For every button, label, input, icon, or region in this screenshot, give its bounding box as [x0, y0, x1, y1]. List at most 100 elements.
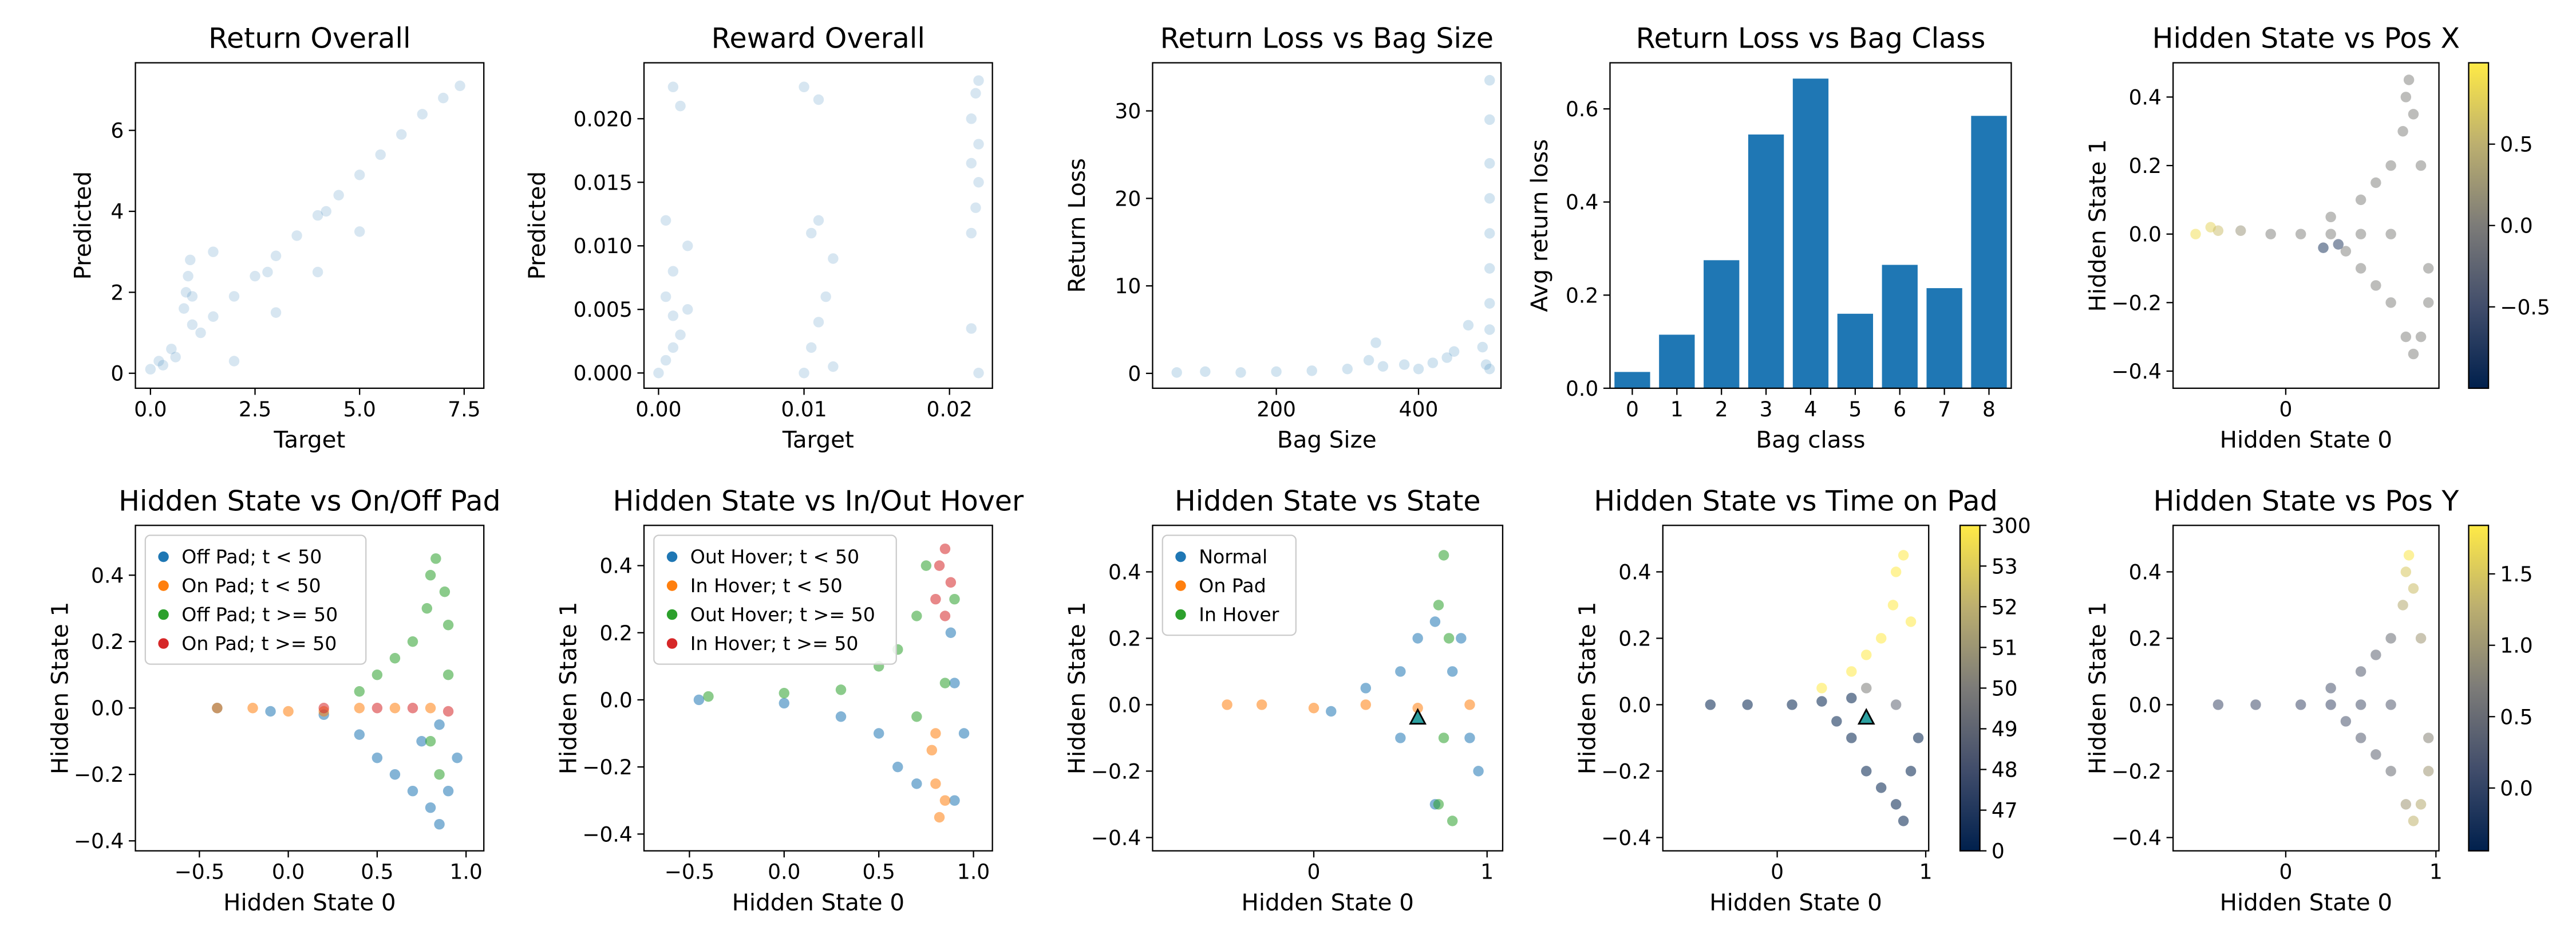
legend-swatch: [666, 551, 678, 562]
point: [372, 670, 383, 680]
y-tick-label: 0.2: [91, 630, 124, 654]
subplot-title: Hidden State vs Time on Pad: [1594, 484, 1998, 517]
y-tick-label: 0.6: [1566, 97, 1598, 121]
axes-frame: [643, 525, 993, 852]
point: [1235, 367, 1246, 378]
point: [945, 627, 957, 639]
y-tick-label: 20: [1115, 187, 1141, 211]
y-tick-label: 0: [1128, 362, 1141, 386]
point: [208, 311, 219, 322]
x-axis-label: Hidden State 0: [223, 889, 396, 916]
legend-swatch: [1175, 551, 1186, 562]
y-tick-label: 0.0: [1618, 693, 1651, 717]
point: [2408, 348, 2419, 360]
x-tick-label: 200: [1257, 397, 1296, 422]
y-tick-label: 0.4: [2129, 85, 2162, 109]
point: [1861, 766, 1872, 777]
point: [653, 368, 664, 379]
x-axis-label: Target: [273, 427, 345, 454]
marker: [1857, 708, 1875, 725]
point: [2355, 194, 2366, 206]
point: [375, 149, 386, 160]
point: [1473, 766, 1484, 777]
subplot-title: Return Overall: [208, 22, 410, 55]
point: [425, 802, 436, 813]
x-axis-label: Bag class: [1756, 427, 1865, 454]
y-tick-label: 0.0: [599, 688, 632, 712]
x-tick-label: 0.5: [361, 860, 393, 884]
subplot-title: Return Loss vs Bag Size: [1160, 22, 1494, 55]
point: [185, 254, 196, 266]
point: [1846, 666, 1857, 677]
point: [407, 703, 418, 714]
y-tick-label: −0.2: [2111, 759, 2162, 783]
point: [183, 270, 193, 282]
point: [966, 227, 977, 239]
point: [2370, 280, 2381, 291]
point: [2415, 160, 2427, 171]
points: [212, 553, 463, 830]
point: [2325, 683, 2336, 694]
y-tick-label: 0.4: [1618, 560, 1651, 584]
point: [1326, 706, 1337, 717]
axes-frame: [1662, 525, 1930, 852]
axes-frame: [1152, 62, 1502, 389]
point: [2235, 225, 2246, 236]
point: [949, 795, 960, 806]
point: [228, 356, 240, 367]
point: [2423, 733, 2434, 743]
colorbar: [1959, 525, 1981, 852]
point: [1342, 364, 1353, 375]
axes-frame: [135, 62, 485, 389]
point: [1887, 600, 1899, 611]
point: [1456, 633, 1467, 644]
point: [1484, 228, 1495, 239]
point: [354, 226, 365, 237]
point: [434, 769, 445, 780]
point: [1831, 716, 1842, 727]
y-tick-label: −0.2: [1601, 759, 1652, 783]
axes-frame: [1152, 525, 1504, 852]
legend-label: On Pad; t < 50: [181, 574, 321, 597]
y-tick-label: 0: [110, 362, 124, 386]
point: [2408, 816, 2419, 826]
point: [966, 158, 977, 169]
point: [873, 728, 884, 739]
point: [930, 778, 941, 789]
colorbar-tick-label: 53: [1992, 554, 2018, 578]
y-tick-label: 0.2: [2129, 627, 2162, 651]
subplot-title: Hidden State vs Pos Y: [2153, 484, 2459, 517]
point: [1441, 352, 1452, 363]
point: [1787, 699, 1797, 710]
y-tick-label: −0.4: [74, 829, 124, 853]
y-tick-label: 0.0: [2129, 693, 2162, 717]
point: [262, 266, 273, 278]
point: [966, 113, 977, 124]
point: [2415, 799, 2427, 810]
point: [1433, 799, 1444, 810]
point: [1447, 666, 1458, 677]
y-tick-label: 0.005: [574, 298, 633, 322]
x-tick-label: 8: [1982, 397, 1996, 422]
point: [442, 785, 454, 797]
point: [333, 190, 344, 200]
colorbar-tick-label: 300: [1992, 514, 2031, 538]
x-tick-label: 0.0: [768, 860, 800, 884]
point: [442, 670, 454, 680]
point: [270, 307, 282, 318]
y-tick-label: 0.2: [1108, 627, 1141, 651]
y-tick-label: 0.0: [91, 696, 124, 720]
y-tick-label: 10: [1115, 274, 1141, 298]
point: [1861, 649, 1872, 660]
point: [2400, 331, 2412, 342]
y-tick-label: 0.4: [1108, 560, 1141, 584]
x-axis-label: Hidden State 0: [1709, 889, 1882, 916]
point: [667, 310, 679, 321]
x-tick-label: 5.0: [343, 397, 376, 422]
subplot: Hidden State vs Time on Pad 0 1 −0.4 −0.2 0.0…: [1574, 484, 2031, 916]
point: [2370, 749, 2381, 760]
x-tick-label: 0.01: [781, 397, 827, 422]
y-axis-label: Avg return loss: [1526, 139, 1553, 312]
points: [2212, 550, 2434, 826]
